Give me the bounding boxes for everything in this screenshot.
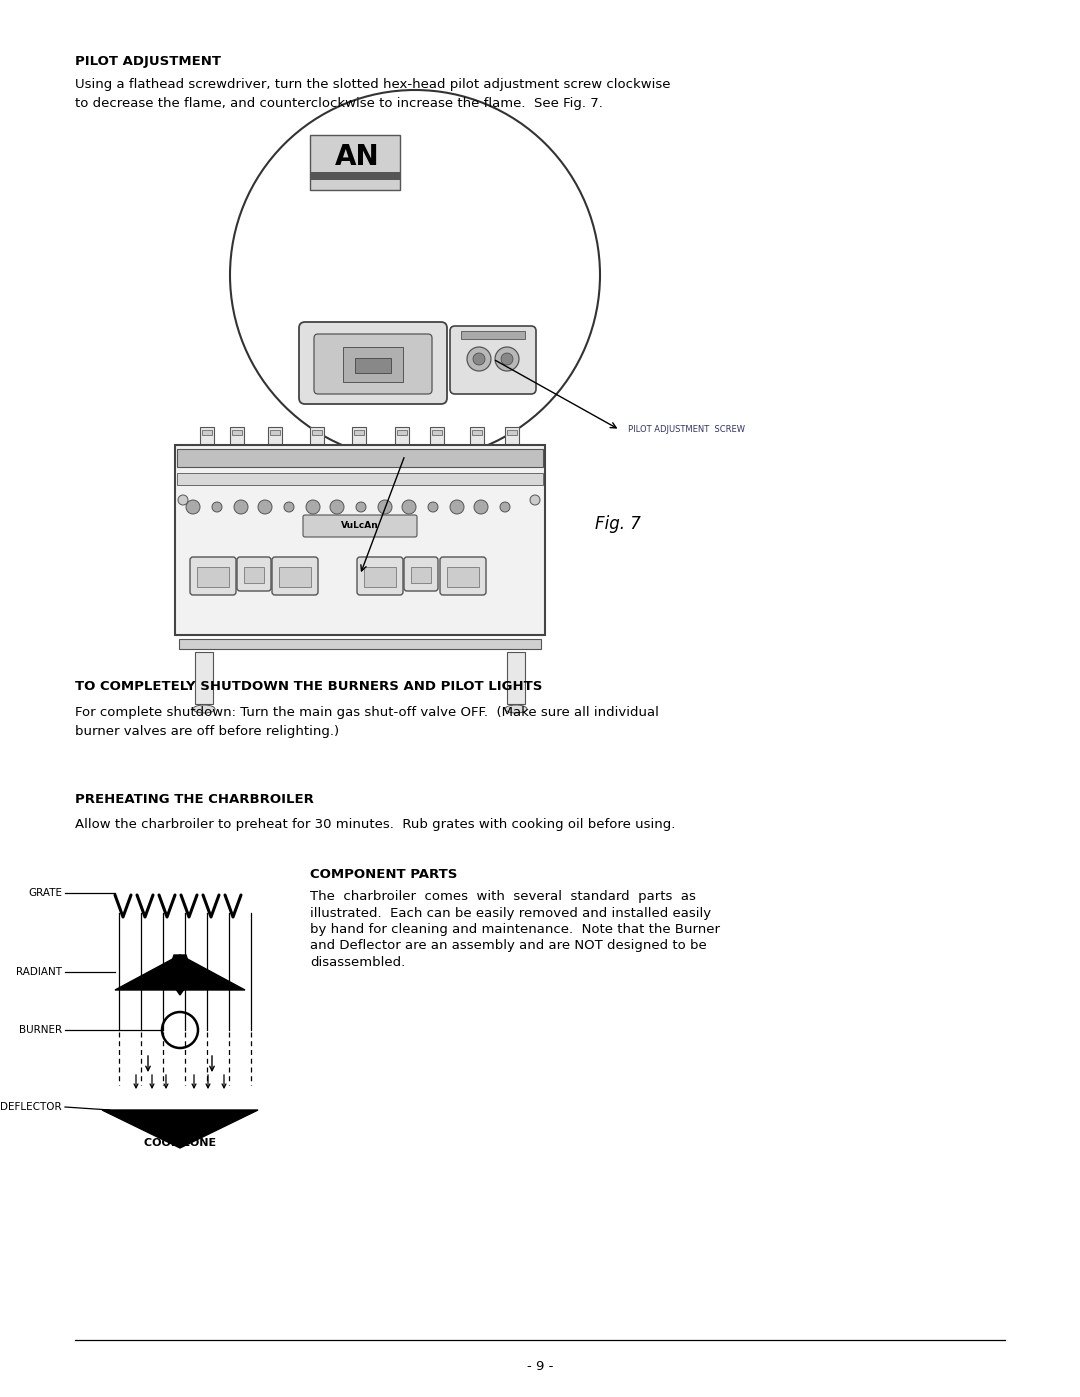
Ellipse shape: [505, 705, 527, 712]
Text: COMPONENT PARTS: COMPONENT PARTS: [310, 868, 457, 882]
Bar: [432, 430, 442, 434]
Text: by hand for cleaning and maintenance.  Note that the Burner: by hand for cleaning and maintenance. No…: [310, 923, 720, 936]
Bar: [175, 446, 545, 636]
Bar: [195, 652, 213, 704]
Text: BURNER: BURNER: [18, 1025, 62, 1035]
Text: For complete shutdown: Turn the main gas shut-off valve OFF.  (Make sure all ind: For complete shutdown: Turn the main gas…: [75, 705, 659, 738]
Circle shape: [178, 495, 188, 504]
Bar: [472, 430, 482, 434]
Circle shape: [186, 500, 200, 514]
Bar: [505, 427, 519, 446]
Circle shape: [495, 346, 519, 372]
Bar: [200, 427, 214, 446]
FancyBboxPatch shape: [314, 334, 432, 394]
Text: Using a flathead screwdriver, turn the slotted hex-head pilot adjustment screw c: Using a flathead screwdriver, turn the s…: [75, 78, 671, 110]
Bar: [343, 346, 403, 381]
Text: VuLcAn: VuLcAn: [341, 521, 379, 529]
Text: illustrated.  Each can be easily removed and installed easily: illustrated. Each can be easily removed …: [310, 907, 711, 919]
FancyBboxPatch shape: [440, 557, 486, 595]
Polygon shape: [114, 956, 245, 990]
Text: Allow the charbroiler to preheat for 30 minutes.  Rub grates with cooking oil be: Allow the charbroiler to preheat for 30 …: [75, 819, 675, 831]
Bar: [279, 567, 311, 587]
Text: TO COMPLETELY SHUTDOWN THE BURNERS AND PILOT LIGHTS: TO COMPLETELY SHUTDOWN THE BURNERS AND P…: [75, 680, 542, 693]
Bar: [310, 136, 400, 190]
Circle shape: [467, 346, 491, 372]
Circle shape: [258, 500, 272, 514]
Circle shape: [473, 353, 485, 365]
Text: PILOT ADJUSTMENT  SCREW: PILOT ADJUSTMENT SCREW: [627, 425, 745, 434]
Bar: [230, 427, 244, 446]
Text: PREHEATING THE CHARBROILER: PREHEATING THE CHARBROILER: [75, 793, 314, 806]
Bar: [507, 430, 517, 434]
Bar: [470, 427, 484, 446]
FancyBboxPatch shape: [190, 557, 237, 595]
Bar: [310, 172, 400, 180]
Bar: [364, 567, 396, 587]
Text: Fig. 7: Fig. 7: [595, 515, 640, 534]
Circle shape: [378, 500, 392, 514]
Bar: [202, 430, 212, 434]
Bar: [310, 427, 324, 446]
FancyBboxPatch shape: [404, 557, 438, 591]
FancyBboxPatch shape: [450, 326, 536, 394]
Bar: [395, 427, 409, 446]
Text: AN: AN: [335, 142, 379, 170]
Bar: [197, 567, 229, 587]
Polygon shape: [102, 1111, 258, 1148]
Bar: [244, 567, 264, 583]
Text: PILOT ADJUSTMENT: PILOT ADJUSTMENT: [75, 54, 221, 68]
Bar: [355, 358, 391, 373]
Bar: [397, 430, 407, 434]
Bar: [461, 331, 525, 339]
Circle shape: [234, 500, 248, 514]
FancyBboxPatch shape: [357, 557, 403, 595]
Text: GRATE: GRATE: [28, 888, 62, 898]
Text: disassembled.: disassembled.: [310, 956, 405, 970]
Circle shape: [356, 502, 366, 511]
Bar: [177, 448, 543, 467]
Circle shape: [450, 500, 464, 514]
Bar: [354, 430, 364, 434]
Bar: [352, 427, 366, 446]
Circle shape: [530, 495, 540, 504]
Ellipse shape: [193, 705, 215, 712]
Circle shape: [500, 502, 510, 511]
Circle shape: [212, 502, 222, 511]
FancyBboxPatch shape: [272, 557, 318, 595]
FancyBboxPatch shape: [237, 557, 271, 591]
Text: - 9 -: - 9 -: [527, 1361, 553, 1373]
Text: DEFLECTOR: DEFLECTOR: [0, 1102, 62, 1112]
Text: The  charbroiler  comes  with  several  standard  parts  as: The charbroiler comes with several stand…: [310, 890, 696, 902]
Circle shape: [162, 1011, 198, 1048]
Bar: [507, 652, 525, 704]
Bar: [447, 567, 480, 587]
Bar: [179, 638, 541, 650]
Bar: [177, 474, 543, 485]
Bar: [411, 567, 431, 583]
FancyBboxPatch shape: [299, 321, 447, 404]
Circle shape: [501, 353, 513, 365]
Text: and Deflector are an assembly and are NOT designed to be: and Deflector are an assembly and are NO…: [310, 940, 706, 953]
Bar: [312, 430, 322, 434]
Circle shape: [306, 500, 320, 514]
Circle shape: [474, 500, 488, 514]
Text: COOL ZONE: COOL ZONE: [144, 1139, 216, 1148]
FancyBboxPatch shape: [303, 515, 417, 536]
Circle shape: [402, 500, 416, 514]
Text: RADIANT: RADIANT: [16, 967, 62, 977]
Bar: [430, 427, 444, 446]
Polygon shape: [170, 956, 190, 995]
Bar: [232, 430, 242, 434]
Circle shape: [428, 502, 438, 511]
Circle shape: [284, 502, 294, 511]
Circle shape: [330, 500, 345, 514]
Bar: [270, 430, 280, 434]
Bar: [268, 427, 282, 446]
